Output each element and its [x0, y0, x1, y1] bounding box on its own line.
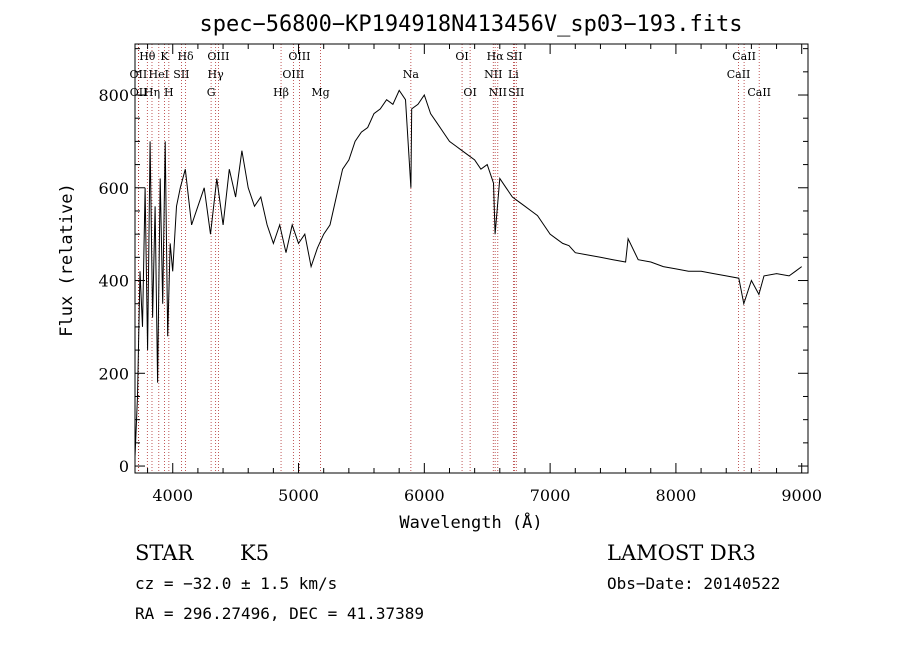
- marker-label: OIII: [288, 50, 310, 63]
- y-tick-label: 800: [98, 86, 129, 105]
- marker-label: CaII: [727, 68, 751, 81]
- marker-label: SII: [506, 50, 522, 63]
- class-label: STAR: [135, 541, 194, 565]
- marker-label: G: [207, 86, 216, 99]
- marker-label: HeI: [149, 68, 169, 81]
- marker-label: SII: [508, 86, 524, 99]
- subclass-label: K5: [240, 541, 269, 565]
- marker-label: Li: [508, 68, 519, 81]
- marker-label: Hα: [487, 50, 505, 63]
- y-axis-label: Flux (relative): [57, 183, 77, 337]
- line-marker-labels: Hθ OII OII K HeI Hη H Hδ SII OIII Hγ G OIII OIII Hβ Mg N…: [130, 50, 771, 99]
- chart-title: spec−56800−KP194918N413456V_sp03−193.fit…: [199, 12, 742, 37]
- x-tick-label: 5000: [278, 486, 319, 505]
- marker-label: Hδ: [177, 50, 194, 63]
- marker-label: OII: [130, 86, 148, 99]
- x-tick-label: 7000: [530, 486, 571, 505]
- marker-label: Mg: [311, 86, 329, 99]
- marker-label: K: [160, 50, 169, 63]
- coordinates: RA = 296.27496, DEC = 41.37389: [135, 604, 424, 623]
- y-tick-label: 200: [98, 364, 129, 383]
- marker-label: Hη: [144, 86, 160, 99]
- x-tick-label: 4000: [152, 486, 193, 505]
- marker-label: OI: [455, 50, 468, 63]
- marker-label: SII: [173, 68, 189, 81]
- spectrum-line: [134, 89, 802, 457]
- plot-frame: [134, 43, 809, 474]
- marker-label: OII: [130, 68, 148, 81]
- marker-label: Hγ: [208, 68, 225, 81]
- marker-label: NII: [489, 86, 507, 99]
- line-markers: [137, 44, 760, 473]
- y-tick-label: 0: [119, 457, 129, 476]
- x-tick-label: 6000: [404, 486, 445, 505]
- marker-label: Na: [403, 68, 420, 81]
- marker-label: NII: [484, 68, 502, 81]
- marker-label: CaII: [747, 86, 771, 99]
- survey-label: LAMOST DR3: [607, 541, 756, 565]
- marker-label: CaII: [732, 50, 756, 63]
- x-axis-ticks: 4000 5000 6000 7000 8000 9000: [147, 44, 822, 505]
- marker-label: Hθ: [139, 50, 156, 63]
- obs-date: Obs−Date: 20140522: [607, 574, 780, 593]
- cz-value: cz = −32.0 ± 1.5 km/s: [135, 574, 337, 593]
- y-tick-label: 400: [98, 272, 129, 291]
- marker-label: OIII: [207, 50, 229, 63]
- marker-label: Hβ: [273, 86, 289, 99]
- x-axis-label: Wavelength (Å): [399, 511, 542, 533]
- marker-label: OI: [463, 86, 476, 99]
- marker-label: OIII: [282, 68, 304, 81]
- x-tick-label: 9000: [781, 486, 822, 505]
- y-axis-ticks: 0 200 400 600 800: [98, 48, 808, 476]
- y-tick-label: 600: [98, 179, 129, 198]
- marker-label: H: [164, 86, 174, 99]
- x-tick-label: 8000: [656, 486, 697, 505]
